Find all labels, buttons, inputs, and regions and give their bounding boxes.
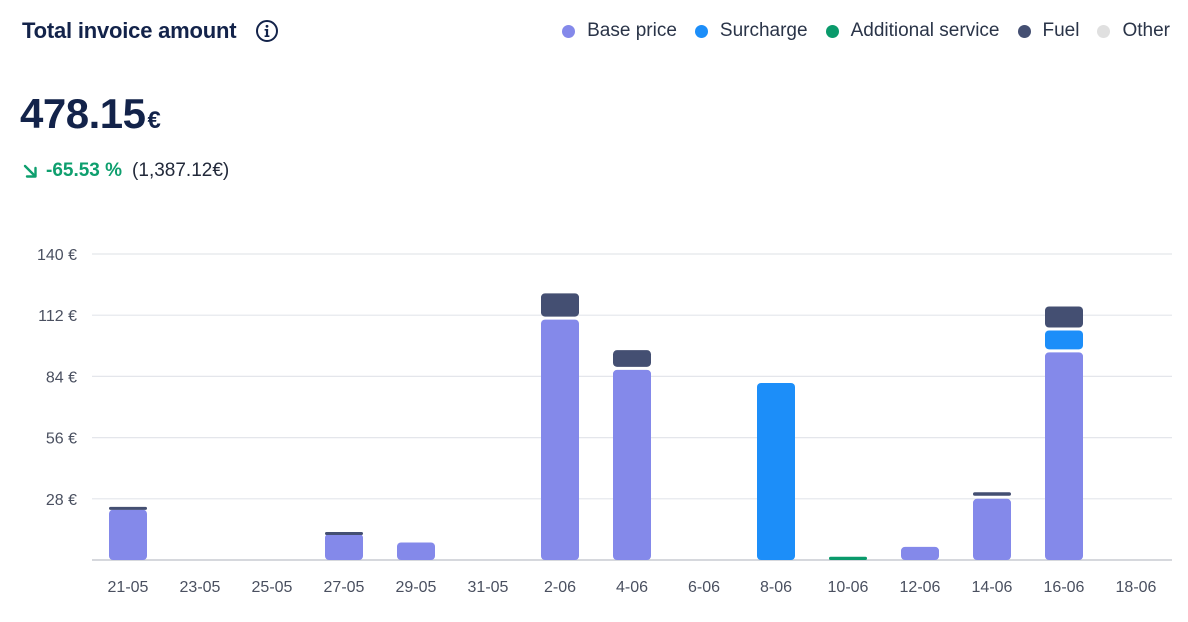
total-amount-currency: € [147, 107, 161, 134]
legend-label: Other [1122, 20, 1170, 41]
x-tick-label: 4-06 [616, 579, 648, 596]
chart-header: Total invoice amount [22, 18, 280, 44]
x-tick-label: 16-06 [1044, 579, 1085, 596]
legend-item-additional-service[interactable]: Additional service [825, 20, 1000, 42]
previous-amount: (1,387.12€) [132, 160, 230, 181]
total-amount-value: 478.15 [20, 90, 146, 137]
arrow-down-right-icon [23, 164, 37, 178]
x-tick-label: 25-05 [252, 579, 293, 596]
bar-base-price [397, 542, 435, 560]
y-tick-label: 56 € [46, 431, 77, 448]
info-circle-icon[interactable] [254, 18, 280, 44]
legend-swatch [825, 24, 839, 38]
x-tick-label: 23-05 [180, 579, 221, 596]
bar-base-price [613, 369, 651, 560]
bar-base-price [973, 498, 1011, 560]
stacked-bar-chart: 28 € 56 € 84 € 112 € 140 € 21-05 23-05 25-05 27-… [37, 247, 1172, 596]
x-tick-label: 14-06 [972, 579, 1013, 596]
bar-fuel [973, 492, 1011, 496]
amount-change: -65.53 % (1,387.12€) [22, 160, 229, 182]
y-tick-label: 28 € [46, 492, 77, 509]
bar-base-price [325, 533, 363, 560]
bar-fuel [613, 350, 651, 367]
x-tick-label: 6-06 [688, 579, 720, 596]
chart-legend: Base price Surcharge Additional service … [562, 20, 1170, 42]
bar-fuel [1045, 306, 1083, 328]
x-tick-label: 21-05 [108, 579, 149, 596]
y-tick-label: 112 € [38, 308, 77, 325]
legend-item-surcharge[interactable]: Surcharge [694, 20, 808, 42]
bar-additional-service [829, 556, 867, 560]
legend-swatch [562, 24, 576, 38]
legend-item-fuel[interactable]: Fuel [1017, 20, 1080, 42]
legend-swatch [1097, 24, 1111, 38]
x-tick-label: 8-06 [760, 579, 792, 596]
x-tick-label: 18-06 [1116, 579, 1157, 596]
legend-label: Additional service [850, 20, 1000, 41]
chart-title: Total invoice amount [22, 18, 237, 43]
x-tick-label: 29-05 [396, 579, 437, 596]
bar-base-price [1045, 352, 1083, 560]
legend-swatch [694, 24, 708, 38]
y-tick-label: 140 € [37, 247, 77, 264]
bar-fuel [541, 293, 579, 317]
x-tick-label: 27-05 [324, 579, 365, 596]
legend-label: Fuel [1042, 20, 1080, 41]
bar-fuel [325, 532, 363, 536]
x-tick-label: 2-06 [544, 579, 576, 596]
total-amount: 478.15€ [20, 90, 161, 138]
bar-surcharge [757, 382, 795, 560]
legend-label: Surcharge [719, 20, 808, 41]
bar-base-price [541, 319, 579, 560]
x-tick-label: 12-06 [900, 579, 941, 596]
legend-item-base-price[interactable]: Base price [562, 20, 677, 42]
bar-fuel [109, 506, 147, 510]
y-tick-label: 84 € [46, 369, 77, 386]
change-percent: -65.53 % [46, 160, 123, 181]
bar-base-price [109, 509, 147, 560]
legend-item-other[interactable]: Other [1097, 20, 1170, 42]
bar-surcharge [1045, 330, 1083, 350]
x-tick-label: 31-05 [468, 579, 509, 596]
legend-swatch [1017, 24, 1031, 38]
legend-label: Base price [587, 20, 677, 41]
x-tick-label: 10-06 [828, 579, 869, 596]
bar-base-price [901, 546, 939, 560]
